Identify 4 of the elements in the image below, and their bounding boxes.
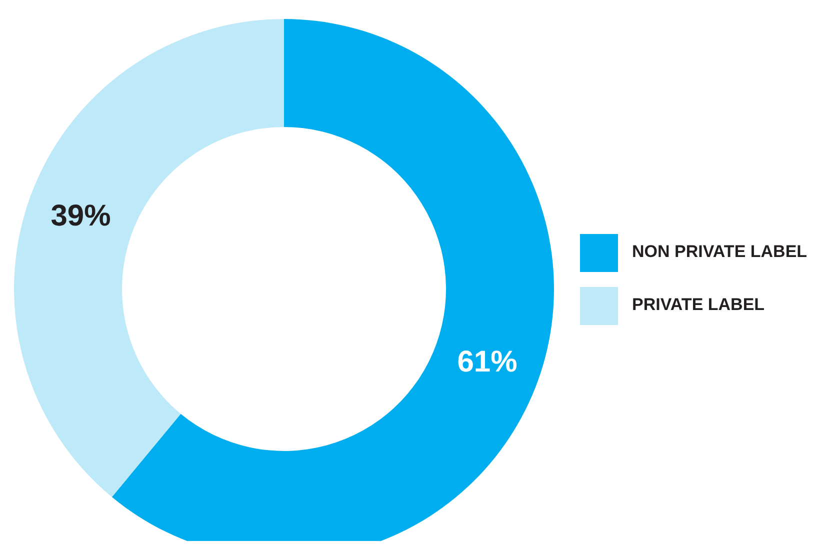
legend-label: PRIVATE LABEL — [632, 295, 765, 314]
data-label: 61% — [457, 346, 518, 379]
data-label: 39% — [50, 199, 111, 232]
legend-label: NON PRIVATE LABEL — [632, 242, 808, 261]
